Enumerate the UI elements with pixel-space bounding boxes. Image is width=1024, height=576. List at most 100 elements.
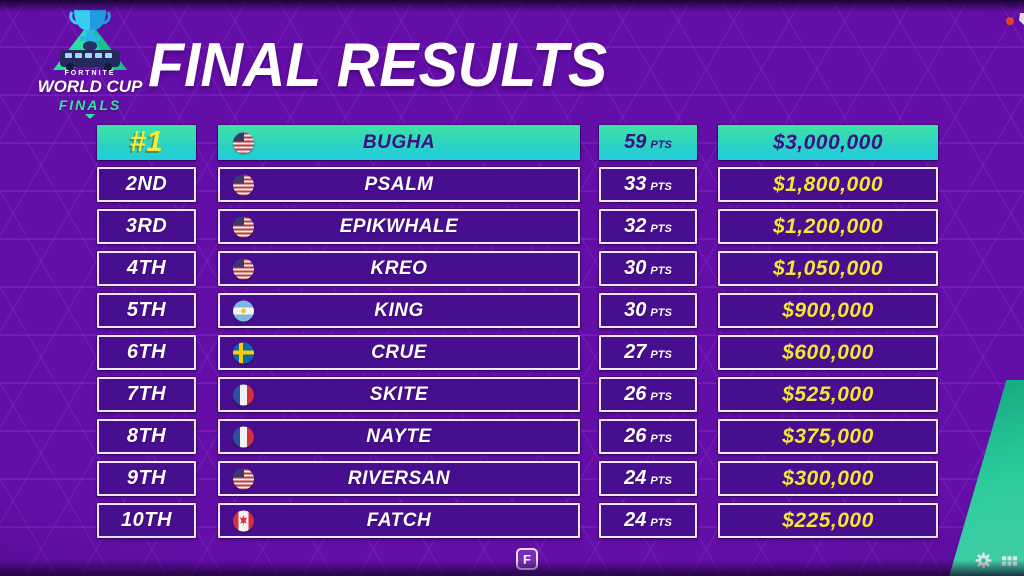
table-row: 5TH KING 30 PTS $900,000: [97, 293, 938, 328]
rank-label: 4TH: [126, 257, 167, 279]
prize-cell: $1,050,000: [718, 251, 938, 286]
rank-label: 8TH: [126, 425, 167, 447]
points-cell: 30 PTS: [599, 293, 697, 328]
player-cell: NAYTE: [218, 419, 580, 454]
edge-cutoff-graphic: [1019, 13, 1024, 25]
player-name: RIVERSAN: [347, 467, 451, 489]
points-cell: 26 PTS: [599, 377, 697, 412]
table-row: 10TH FATCH 24 PTS $225,000: [97, 503, 938, 538]
world-cup-logo: FORTNITE WORLD CUP FINALS: [30, 8, 150, 119]
us-flag-icon: [233, 258, 254, 279]
prize-amount: $900,000: [782, 298, 874, 322]
points-cell: 32 PTS: [599, 209, 697, 244]
rank-cell: 9TH: [97, 461, 196, 496]
ca-flag-icon: [233, 510, 254, 531]
rank-cell: #1: [97, 125, 196, 160]
us-flag-icon: [233, 132, 254, 153]
page-title: FINAL RESULTS: [148, 31, 608, 100]
prize-amount: $600,000: [782, 340, 874, 364]
player-cell: PSALM: [218, 167, 580, 202]
player-cell: CRUE: [218, 335, 580, 370]
prize-cell: $3,000,000: [718, 125, 938, 160]
points-value: 24: [624, 467, 647, 489]
prize-amount: $525,000: [782, 382, 874, 406]
ar-flag-icon: [233, 300, 254, 321]
trophy-bus-icon: [53, 10, 127, 71]
points-unit: PTS: [650, 348, 672, 361]
gear-icon[interactable]: [975, 552, 992, 569]
prize-amount: $375,000: [782, 424, 874, 448]
rank-label: 7TH: [126, 383, 167, 405]
points-value: 33: [624, 173, 647, 195]
points-unit: PTS: [650, 306, 672, 319]
table-row: 7TH SKITE 26 PTS $525,000: [97, 377, 938, 412]
us-flag-icon: [233, 216, 254, 237]
prize-cell: $525,000: [718, 377, 938, 412]
rank-label: 10TH: [121, 509, 172, 531]
logo-finals-text: FINALS: [58, 97, 122, 113]
prize-cell: $375,000: [718, 419, 938, 454]
points-unit: PTS: [650, 222, 672, 235]
rank-label: 2ND: [125, 173, 168, 195]
player-cell: KREO: [218, 251, 580, 286]
points-value: 26: [624, 425, 647, 447]
player-cell: BUGHA: [218, 125, 580, 160]
table-row: 4TH KREO 30 PTS $1,050,000: [97, 251, 938, 286]
prize-cell: $1,200,000: [718, 209, 938, 244]
table-row: 9TH RIVERSAN 24 PTS $300,000: [97, 461, 938, 496]
rank-cell: 3RD: [97, 209, 196, 244]
points-value: 30: [624, 299, 647, 321]
player-cell: SKITE: [218, 377, 580, 412]
points-value: 24: [624, 509, 647, 531]
points-value: 59: [624, 131, 647, 153]
points-value: 27: [624, 341, 647, 363]
player-name: NAYTE: [366, 425, 432, 447]
player-name: EPIKWHALE: [339, 215, 459, 237]
player-cell: EPIKWHALE: [218, 209, 580, 244]
points-cell: 30 PTS: [599, 251, 697, 286]
prize-amount: $3,000,000: [772, 130, 884, 154]
player-name: PSALM: [364, 173, 434, 195]
points-unit: PTS: [650, 138, 672, 151]
rank-label: 3RD: [125, 215, 168, 237]
prize-cell: $225,000: [718, 503, 938, 538]
logo-world-cup-text: WORLD CUP: [37, 77, 143, 96]
prize-amount: $225,000: [782, 508, 874, 532]
prize-amount: $1,050,000: [772, 256, 884, 280]
player-name: SKITE: [369, 383, 429, 405]
results-table: #1 BUGHA 59 PTS $3,000,000 2ND PSALM: [97, 125, 938, 545]
videowall-icon[interactable]: [1001, 552, 1018, 569]
us-flag-icon: [233, 468, 254, 489]
player-name: CRUE: [371, 341, 427, 363]
prize-cell: $1,800,000: [718, 167, 938, 202]
table-row: #1 BUGHA 59 PTS $3,000,000: [97, 125, 938, 160]
points-cell: 24 PTS: [599, 461, 697, 496]
player-name: KREO: [370, 257, 428, 279]
rank-label: 6TH: [126, 341, 167, 363]
fortnite-f-badge: F: [516, 548, 538, 570]
rank-cell: 6TH: [97, 335, 196, 370]
table-row: 8TH NAYTE 26 PTS $375,000: [97, 419, 938, 454]
fortnite-f-letter: F: [523, 551, 531, 567]
prize-cell: $900,000: [718, 293, 938, 328]
rank-label: 5TH: [126, 299, 167, 321]
fr-flag-icon: [233, 384, 254, 405]
prize-cell: $600,000: [718, 335, 938, 370]
points-cell: 27 PTS: [599, 335, 697, 370]
table-row: 6TH CRUE 27 PTS $600,000: [97, 335, 938, 370]
points-cell: 26 PTS: [599, 419, 697, 454]
player-controls: [975, 552, 1018, 569]
points-cell: 33 PTS: [599, 167, 697, 202]
logo-caret: [85, 114, 95, 119]
prize-amount: $1,200,000: [772, 214, 884, 238]
points-cell: 59 PTS: [599, 125, 697, 160]
points-unit: PTS: [650, 432, 672, 445]
red-dot-indicator: [1006, 17, 1014, 25]
prize-amount: $1,800,000: [772, 172, 884, 196]
rank-cell: 5TH: [97, 293, 196, 328]
player-name: FATCH: [366, 509, 432, 531]
rank-cell: 10TH: [97, 503, 196, 538]
fr-flag-icon: [233, 426, 254, 447]
points-value: 30: [624, 257, 647, 279]
